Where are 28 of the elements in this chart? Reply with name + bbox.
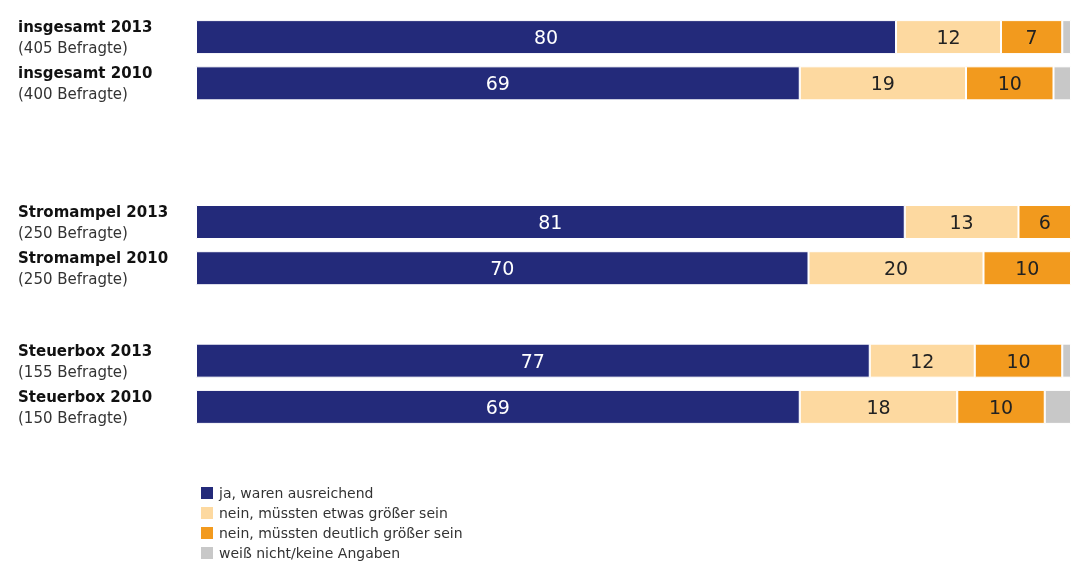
data-label: 77: [520, 349, 545, 372]
data-label: 6: [1038, 211, 1051, 233]
legend-label: weiß nicht/keine Angaben: [219, 545, 401, 561]
y-tick-label: Steuerbox 2010 (150 Befragte): [18, 387, 153, 427]
data-label: 13: [949, 211, 974, 233]
y-tick-label: insgesamt 2013 (405 Befragte): [18, 18, 153, 58]
data-label: 10: [988, 395, 1014, 418]
data-label: 70: [490, 257, 515, 280]
y-tick-label: Stromampel 2010 (250 Befragte): [18, 249, 169, 289]
legend-label: ja, waren ausreichend: [218, 485, 374, 501]
y-tick-label: Stromampel 2013 (250 Befragte): [18, 203, 169, 242]
data-label: 20: [883, 257, 909, 280]
data-label: 10: [1006, 349, 1031, 372]
data-label: 19: [870, 72, 895, 95]
data-label: 12: [910, 349, 935, 372]
data-label: 18: [866, 395, 891, 418]
data-label: 80: [533, 26, 559, 49]
data-label: 81: [538, 211, 563, 233]
data-label: 12: [936, 26, 961, 49]
data-label: 7: [1025, 26, 1038, 49]
y-tick-label: insgesamt 2010 (400 Befragte): [18, 64, 153, 104]
data-label: 10: [997, 72, 1022, 95]
data-label: 69: [485, 72, 510, 95]
legend-label: nein, müssten deutlich größer sein: [219, 525, 463, 541]
data-label: 69: [485, 395, 510, 418]
data-label: 10: [1015, 257, 1040, 280]
y-tick-label: Steuerbox 2013 (155 Befragte): [18, 341, 153, 381]
legend-label: nein, müssten etwas größer sein: [219, 505, 448, 521]
